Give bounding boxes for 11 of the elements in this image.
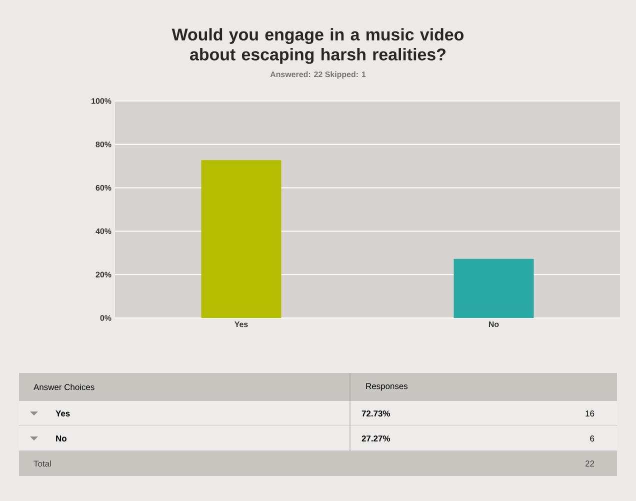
text: Answer Choices — [34, 384, 94, 390]
text: 22 — [585, 460, 594, 466]
text: 16 — [586, 410, 594, 416]
text: 72.73% — [362, 410, 390, 417]
category-label: No — [56, 436, 66, 442]
text: Total — [34, 460, 51, 467]
text: 27.27% — [362, 436, 390, 442]
text: Responses — [366, 383, 408, 391]
text: 6 — [590, 436, 594, 442]
category-label: Yes — [56, 410, 70, 416]
chart-title: Would you engage in a music video about escaping harsh realities? — [172, 28, 464, 64]
